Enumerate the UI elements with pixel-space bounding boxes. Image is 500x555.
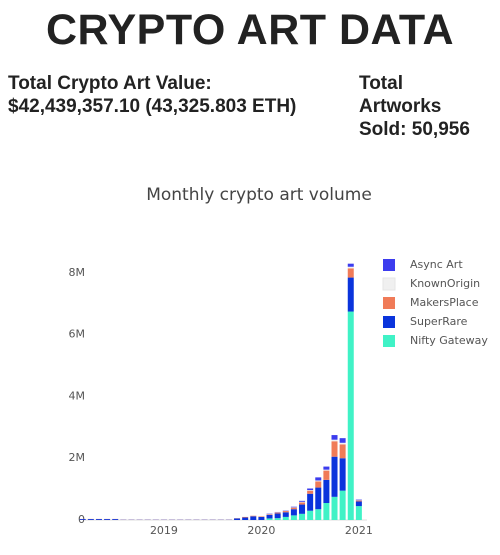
bar-segment <box>87 519 94 520</box>
bar-segment <box>339 444 346 459</box>
bar-segment <box>355 499 362 501</box>
bar-segment <box>307 488 314 491</box>
bar-segment <box>266 514 273 515</box>
bar-segment <box>347 266 354 269</box>
bar-segment <box>315 487 322 510</box>
bar-segment <box>104 519 111 520</box>
bar-segment <box>307 490 314 491</box>
bar-segment <box>347 268 354 278</box>
x-tick-label: 2019 <box>150 524 178 537</box>
stat: Total Crypto Art Value: $42,439,357.10 (4… <box>8 72 353 118</box>
bar-segment <box>339 458 346 491</box>
bar-segment <box>331 439 338 442</box>
bar-segment <box>339 490 346 520</box>
bar-segment <box>347 311 354 520</box>
bar-segment <box>307 510 314 520</box>
bar-segment <box>331 496 338 520</box>
bar-segment <box>250 516 257 520</box>
bar-segment <box>355 506 362 520</box>
bar-segment <box>299 502 306 505</box>
stat-value: $42,439,357.10 (43,325.803 ETH) <box>8 96 297 117</box>
bar-segment <box>258 516 265 520</box>
bar-segment <box>315 481 322 488</box>
bar-segment <box>339 442 346 445</box>
bar-segment <box>315 509 322 520</box>
bar-segment <box>307 493 314 511</box>
bar-segment <box>79 519 86 520</box>
bar-segment <box>290 509 297 516</box>
bar-segment <box>323 503 330 520</box>
legend-swatch <box>383 316 395 328</box>
chart-title: Monthly crypto art volume <box>146 185 372 205</box>
y-tick-label: 8M <box>69 266 86 279</box>
legend-swatch <box>383 259 395 271</box>
legend-label: SuperRare <box>410 315 468 328</box>
bar-segment <box>242 517 249 520</box>
legend-label: Async Art <box>410 258 463 271</box>
bar-segment <box>234 518 241 520</box>
bar-segment <box>347 263 354 267</box>
bar-segment <box>258 516 265 517</box>
bar-segment <box>290 515 297 520</box>
legend-swatch <box>383 335 395 347</box>
bar-segment <box>95 519 102 520</box>
stat-label: Total Crypto Art Value: <box>8 73 212 94</box>
bar-segment <box>339 438 346 443</box>
bar-segment <box>274 518 281 520</box>
bar-segment <box>307 490 314 494</box>
bar-segment <box>299 513 306 520</box>
bar-segment <box>112 519 119 520</box>
bar-segment <box>355 500 362 502</box>
bar-segment <box>299 501 306 503</box>
bar-segment <box>274 513 281 519</box>
x-tick-label: 2021 <box>345 524 373 537</box>
bar-segment <box>290 506 297 508</box>
stat-label: Total Artworks Sold: <box>359 73 442 140</box>
bar-segment <box>323 479 330 504</box>
legend-label: KnownOrigin <box>410 277 480 290</box>
page-title: CRYPTO ART DATA <box>45 6 455 54</box>
bar-segment <box>323 470 330 480</box>
bar-segment <box>290 507 297 510</box>
bar-segment <box>331 456 338 497</box>
y-tick-label: 6M <box>69 328 86 341</box>
bar-segment <box>315 480 322 482</box>
bar-segment <box>315 477 322 481</box>
bar-segment <box>266 514 273 519</box>
y-tick-label: 2M <box>69 451 86 464</box>
bar-segment <box>282 511 289 513</box>
bar-segment <box>347 277 354 312</box>
stat-value: 50,956 <box>411 119 470 140</box>
bar-segment <box>331 435 338 440</box>
bar-segment <box>299 504 306 514</box>
bar-segment <box>242 516 249 518</box>
legend-label: MakersPlace <box>410 296 479 309</box>
bar-segment <box>250 515 257 517</box>
legend-swatch <box>383 297 395 309</box>
bar-segment <box>323 466 330 470</box>
bar-segment <box>355 501 362 507</box>
bar-segment <box>282 516 289 520</box>
legend-label: Nifty Gateway <box>410 334 488 347</box>
y-tick-label: 4M <box>69 389 86 402</box>
bar-segment <box>299 500 306 502</box>
bar-segment <box>266 518 273 520</box>
bar-segment <box>331 441 338 457</box>
x-tick-label: 2020 <box>247 524 275 537</box>
stat: Total Artworks Sold: 50,956 <box>359 72 489 141</box>
bar-segment <box>282 512 289 517</box>
legend-swatch <box>382 277 396 291</box>
bar-segment <box>323 469 330 471</box>
bar-segment <box>274 512 281 514</box>
